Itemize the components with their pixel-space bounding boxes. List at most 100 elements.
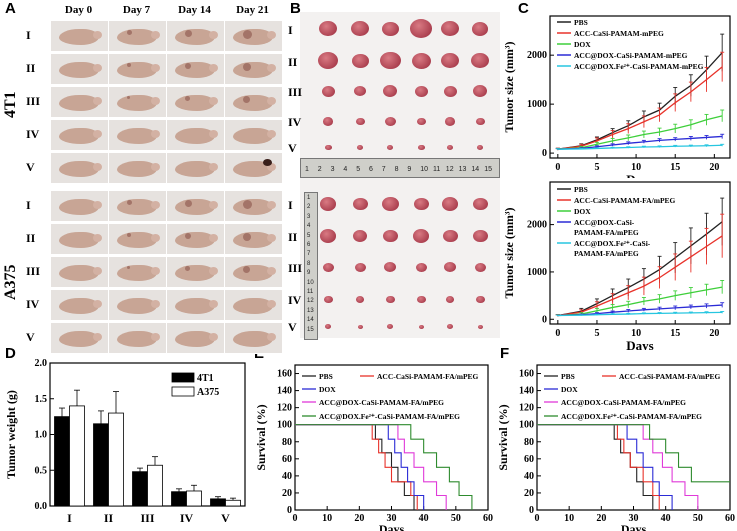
ruler-number: 3: [330, 166, 335, 173]
y-axis-label: Survival (%): [496, 404, 510, 470]
x-axis-label: Days: [621, 522, 647, 531]
mouse-photo: [224, 223, 283, 255]
excised-tumor: [324, 144, 332, 151]
panel-c-top-chart: 0 5 10 15 20 0 1000 2000 Days Tumor size (mm³) PBS…: [505, 15, 731, 178]
excised-tumor: [382, 229, 398, 243]
y-tick-label: 20: [282, 488, 292, 499]
mouse-head-shape: [267, 201, 276, 209]
legend-label: DOX: [561, 385, 578, 394]
mouse-head-shape: [209, 300, 218, 308]
mouse-head-shape: [151, 234, 160, 242]
mouse-photo: [108, 152, 167, 184]
x-tick-label: 10: [631, 328, 641, 339]
mouse-head-shape: [267, 130, 276, 138]
legend-label: PBS: [574, 185, 588, 194]
day-label: Day 7: [122, 4, 151, 16]
tumor-bump: [243, 200, 252, 209]
mouse-body-shape: [59, 331, 99, 347]
y-tick-label: 80: [524, 437, 534, 448]
mouse-photo: [50, 86, 109, 118]
y-tick-label: 120: [277, 403, 292, 414]
mouse-photo: [224, 152, 283, 184]
ruler-number: 9: [307, 270, 311, 277]
ruler-number: 14: [307, 317, 314, 324]
tumor-bump: [185, 200, 192, 207]
mouse-head-shape: [93, 31, 102, 39]
mouse-body-shape: [175, 161, 215, 177]
x-tick-label: 60: [483, 513, 493, 524]
x-tick-label: 50: [693, 513, 703, 524]
mouse-body-shape: [59, 232, 99, 248]
panel-f-survival-chart: 0 10 20 30 40 50 60 0 20 40 60 80 100 120 140 160 Days Su…: [496, 364, 735, 531]
ruler-horizontal: 1 2 3 4 5 6 7 8 9 10 11 12 13 14 15: [300, 158, 500, 178]
panel-letter-b: B: [290, 0, 301, 17]
mouse-photo: [50, 289, 109, 321]
mouse-photo: [224, 190, 283, 222]
x-tick-label: 10: [631, 162, 641, 173]
excised-tumor: [381, 196, 399, 211]
y-axis-label: Tumor weight (g): [4, 390, 18, 479]
excised-tumor: [356, 296, 364, 303]
x-tick-label: 15: [670, 328, 680, 339]
excised-tumor: [475, 117, 485, 126]
mouse-photo: [224, 289, 283, 321]
panel-letter-f: F: [500, 345, 510, 362]
ruler-number: 1: [305, 166, 309, 173]
mouse-head-shape: [209, 31, 218, 39]
legend-swatch: [171, 386, 195, 397]
ruler-number: 12: [307, 298, 314, 305]
ruler-number: 7: [307, 251, 311, 258]
category-label: IV: [180, 511, 194, 525]
mouse-photo: [166, 20, 225, 52]
mouse-photo: [108, 86, 167, 118]
excised-tumor: [410, 19, 432, 38]
mouse-body-shape: [117, 298, 157, 314]
excised-tumor: [354, 262, 366, 272]
x-axis-label: Days: [626, 338, 653, 350]
mouse-photo: [166, 86, 225, 118]
tumor-bump: [243, 63, 251, 71]
ruler-number: 9: [407, 166, 412, 173]
mouse-head-shape: [151, 300, 160, 308]
tumor-bump: [185, 30, 192, 37]
legend-label: ACC@DOX-CaSi-PAMAM-mPEG: [574, 51, 688, 60]
legend-label: ACC@DOX-CaSi-PAMAM-FA/mPEG: [319, 398, 444, 407]
cell-line-label: A375: [2, 264, 19, 300]
mouse-photo: [50, 20, 109, 52]
excised-tumor: [353, 230, 367, 242]
excised-tumor: [351, 21, 369, 37]
mouse-body-shape: [175, 128, 215, 144]
mouse-photo: [108, 223, 167, 255]
mouse-head-shape: [209, 163, 218, 171]
mouse-body-shape: [117, 161, 157, 177]
survival-curve: [295, 424, 425, 510]
mouse-head-shape: [267, 64, 276, 72]
group-label: V: [288, 320, 297, 334]
excised-tumor: [352, 197, 368, 211]
mouse-photo: [108, 190, 167, 222]
excised-tumor: [413, 197, 429, 211]
mouse-photo: [166, 289, 225, 321]
ruler-number: 6: [307, 242, 311, 248]
mouse-photo: [108, 119, 167, 151]
y-tick-label: 60: [282, 454, 292, 465]
group-label: V: [26, 160, 35, 174]
y-tick-label: 0: [542, 148, 547, 159]
y-axis-label: Tumor size (mm³): [505, 42, 516, 133]
survival-curve: [295, 424, 418, 510]
mouse-head-shape: [209, 333, 218, 341]
excised-tumor: [323, 117, 333, 126]
mouse-photo: [224, 86, 283, 118]
mouse-photo: [108, 322, 167, 354]
mouse-head-shape: [209, 97, 218, 105]
x-tick-label: 40: [661, 513, 671, 524]
group-label: IV: [26, 297, 40, 311]
y-tick-label: 120: [519, 403, 534, 414]
mouse-body-shape: [59, 298, 99, 314]
mouse-head-shape: [93, 333, 102, 341]
tumor-bump: [127, 200, 132, 205]
plot-frame: [549, 15, 731, 159]
x-tick-label: 30: [629, 513, 639, 524]
bar: [147, 464, 163, 507]
mouse-head-shape: [151, 97, 160, 105]
